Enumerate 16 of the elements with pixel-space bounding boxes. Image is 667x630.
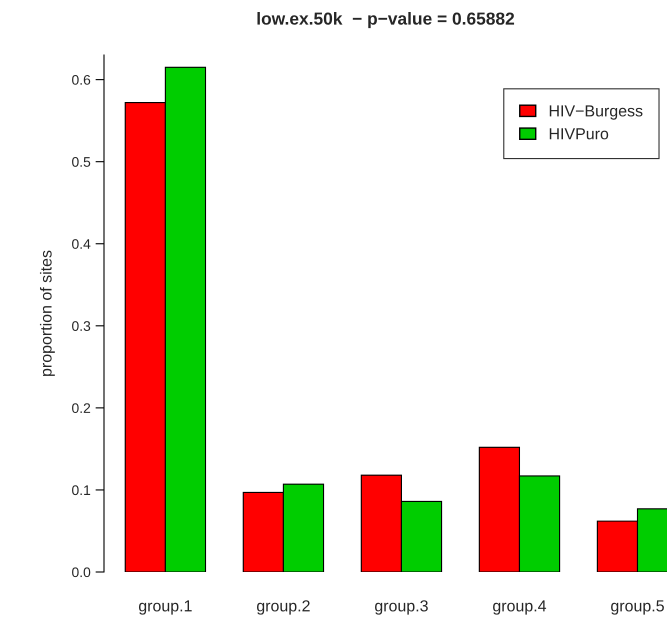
- y-tick-label: 0.1: [72, 485, 90, 496]
- x-tick-label: group.5: [611, 600, 664, 615]
- y-tick-label: 0.6: [72, 74, 90, 85]
- x-tick-label: group.3: [375, 600, 428, 615]
- legend-label: HIVPuro: [550, 128, 608, 140]
- legend-label: HIV−Burgess: [550, 105, 642, 120]
- y-tick-label: 0.5: [72, 157, 90, 167]
- x-tick-label: group.4: [493, 600, 546, 615]
- y-tick-label: 0.4: [72, 239, 90, 249]
- x-tick-label: group.2: [256, 600, 310, 615]
- x-tick-label: group.1: [138, 600, 192, 615]
- y-tick-label: 0.3: [72, 321, 90, 331]
- chart-title: low.ex.50k − p−value = 0.65882: [257, 12, 514, 28]
- y-axis-title: proportion of sites: [40, 250, 55, 376]
- y-tick-label: 0.0: [72, 567, 90, 578]
- y-tick-label: 0.2: [72, 403, 90, 414]
